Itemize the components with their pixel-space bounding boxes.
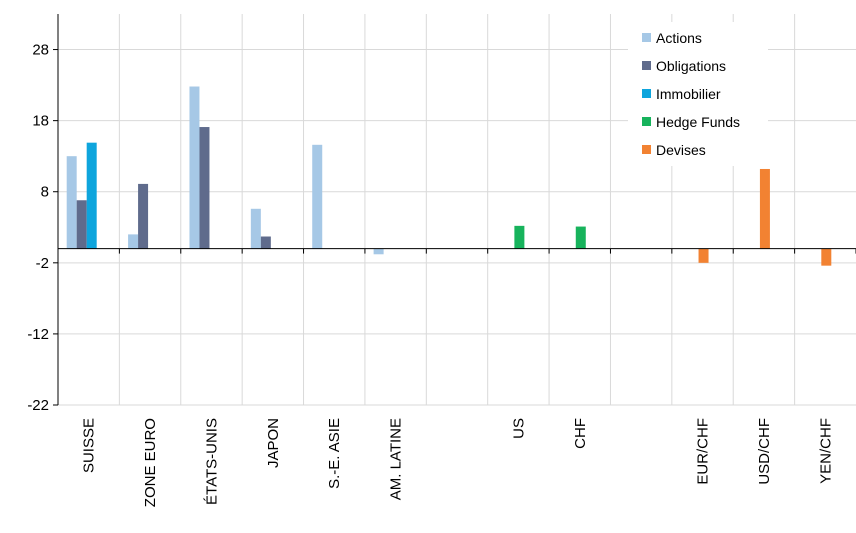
bar-actions <box>250 208 261 249</box>
x-tick-label: CHF <box>572 418 589 449</box>
x-tick-label: EUR/CHF <box>695 418 712 485</box>
bar-obligations <box>199 127 210 249</box>
legend-label: Devises <box>656 142 706 158</box>
bar-devises <box>821 248 832 266</box>
legend-label: Hedge Funds <box>656 114 740 130</box>
legend-label: Immobilier <box>656 86 721 102</box>
legend-swatch <box>642 89 651 98</box>
x-tick-label: SUISSE <box>81 418 98 473</box>
bar-actions <box>373 248 384 255</box>
y-axis-ticks: 28 18 8 -2 -12 -22 <box>27 42 49 414</box>
bar-devises <box>698 248 709 263</box>
legend-label: Actions <box>656 30 702 46</box>
legend-swatch <box>642 145 651 154</box>
legend-swatch <box>642 117 651 126</box>
legend-label: Obligations <box>656 58 726 74</box>
x-tick-label: USD/CHF <box>756 418 773 485</box>
legend-swatch <box>642 61 651 70</box>
x-tick-label: YEN/CHF <box>817 418 834 484</box>
x-tick-label: JAPON <box>265 418 282 468</box>
bar-actions <box>189 86 200 249</box>
bars <box>66 86 832 266</box>
bar-obligations <box>76 200 87 249</box>
y-tick-label: -12 <box>27 326 49 343</box>
bar-actions <box>128 234 139 249</box>
x-tick-label: ÉTATS-UNIS <box>203 418 220 505</box>
y-tick-label: -2 <box>36 255 49 272</box>
bar-obligations <box>138 183 149 249</box>
bar-actions <box>312 144 323 249</box>
legend-swatch <box>642 33 651 42</box>
bar-devises <box>759 168 770 249</box>
x-tick-label: AM. LATINE <box>388 418 405 500</box>
x-tick-label: US <box>510 418 527 439</box>
y-tick-label: 18 <box>32 113 49 130</box>
bar-hedge-funds <box>575 226 586 249</box>
bar-actions <box>66 156 77 249</box>
y-tick-label: 8 <box>41 184 49 201</box>
bar-obligations <box>260 236 271 249</box>
bar-hedge-funds <box>514 225 525 249</box>
x-tick-label: S.-E. ASIE <box>326 418 343 489</box>
y-tick-label: -22 <box>27 397 49 414</box>
bar-immobilier <box>86 142 97 249</box>
gridlines <box>58 14 856 406</box>
axes <box>53 14 856 406</box>
x-axis-ticks: SUISSE ZONE EURO ÉTATS-UNIS JAPON S.-E. ASIE… <box>81 418 835 507</box>
legend: Actions Obligations Immobilier Hedge Funds D… <box>628 22 768 166</box>
y-tick-label: 28 <box>32 42 49 59</box>
legend-background <box>628 22 768 166</box>
x-tick-label: ZONE EURO <box>142 418 159 507</box>
